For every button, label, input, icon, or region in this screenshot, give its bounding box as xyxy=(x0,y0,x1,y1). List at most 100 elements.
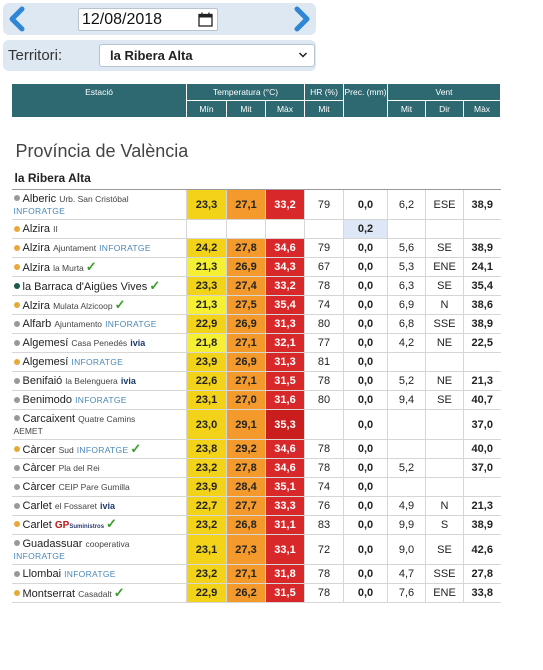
station-name[interactable]: Càrcer xyxy=(22,462,56,474)
table-row[interactable]: Alfarb Ajuntamento INFORATGE 22,9 26,9 31,3… xyxy=(11,314,501,334)
col-estacio: Estació xyxy=(11,83,187,118)
table-row[interactable]: Algemesí Casa Penedés ivia 21,8 27,1 32,1 77… xyxy=(11,333,501,353)
station-name[interactable]: Llombai xyxy=(22,568,62,580)
station-name[interactable]: Carlet xyxy=(22,518,52,531)
station-name[interactable]: Alzira xyxy=(22,223,51,235)
hr-cell xyxy=(304,219,344,239)
station-name[interactable]: Carlet xyxy=(22,500,52,512)
station-cell[interactable]: la Barraca d'Aigües Vives ✓ xyxy=(11,276,187,296)
temp-max-cell: 35,3 xyxy=(265,409,305,440)
temp-min-cell: 21,8 xyxy=(186,333,227,353)
station-cell[interactable]: Carlet GPSuministros ✓ xyxy=(11,515,187,535)
station-cell[interactable]: Llombai INFORATGE xyxy=(11,564,187,584)
table-row[interactable]: Carlet GPSuministros ✓ 23,2 26,8 31,1 83 0,0 9,… xyxy=(11,515,501,535)
station-cell[interactable]: Alzira Ajuntament INFORATGE xyxy=(11,238,187,258)
station-cell[interactable]: Carlet el Fossaret ivia xyxy=(11,496,187,516)
station-name[interactable]: Carcaixent xyxy=(22,412,76,425)
station-name[interactable]: Benifaió xyxy=(22,375,63,387)
station-cell[interactable]: Alzira Mulata Alzicoop ✓ xyxy=(11,295,187,315)
table-row[interactable]: Alzira Ajuntament INFORATGE 24,2 27,8 34,6 7… xyxy=(11,238,501,258)
station-cell[interactable]: Carcaixent Quatre Camins AEMET xyxy=(11,409,187,440)
hr-cell: 79 xyxy=(304,238,344,258)
next-day-button[interactable] xyxy=(288,6,314,32)
station-name[interactable]: Alzira xyxy=(22,299,51,312)
temp-min-cell: 23,2 xyxy=(186,458,227,478)
date-bar: 12/08/2018 xyxy=(3,3,316,35)
table-row[interactable]: Benimodo INFORATGE 23,1 27,0 31,6 80 0,0 9,4 SE… xyxy=(11,390,501,410)
date-input[interactable]: 12/08/2018 xyxy=(78,8,218,31)
station-name[interactable]: Guadassuar xyxy=(22,537,83,550)
previous-day-button[interactable] xyxy=(5,6,31,32)
table-row[interactable]: Guadassuar cooperativa INFORATGE 23,1 27,3… xyxy=(11,534,501,565)
station-cell[interactable]: Càrcer CEIP Pare Gumilla xyxy=(11,477,187,497)
station-cell[interactable]: Algemesí Casa Penedés ivia xyxy=(11,333,187,353)
territory-select[interactable]: la Ribera Alta xyxy=(99,44,315,67)
station-status-dot xyxy=(13,302,20,309)
wind-dir-cell xyxy=(425,219,464,239)
col-hr-mit: Mit xyxy=(304,100,344,118)
prec-cell: 0,2 xyxy=(343,219,388,239)
station-name[interactable]: Alzira xyxy=(22,242,51,254)
wind-dir-cell xyxy=(425,439,464,459)
province-row: Província de València xyxy=(12,130,501,168)
table-row[interactable]: Càrcer CEIP Pare Gumilla 23,9 28,4 35,1 74 0,… xyxy=(11,477,501,497)
station-cell[interactable]: Benifaió la Belenguera ivia xyxy=(11,371,187,391)
table-row[interactable]: Alberic Urb. San Cristóbal INFORATGE 23,3… xyxy=(11,189,501,220)
station-name[interactable]: Càrcer xyxy=(22,481,56,493)
prec-cell: 0,0 xyxy=(343,515,388,535)
header-row-2: Mín Mit Màx Mit Mit Dir Màx xyxy=(12,100,502,118)
table-row[interactable]: Alzira Mulata Alzicoop ✓ 21,3 27,5 35,4 74 0,0… xyxy=(11,295,501,315)
inforatge-logo: INFORATGE xyxy=(71,357,124,367)
wind-mean-cell: 9,4 xyxy=(387,390,426,410)
station-name[interactable]: Alberic xyxy=(22,192,57,205)
station-status-dot xyxy=(13,339,20,346)
station-cell[interactable]: Algemesí INFORATGE xyxy=(11,352,187,372)
station-name[interactable]: Alzira xyxy=(22,261,51,274)
station-name[interactable]: Alfarb xyxy=(22,318,52,330)
table-row[interactable]: Benifaió la Belenguera ivia 22,6 27,1 31,5 7… xyxy=(11,371,501,391)
col-prec: Prec. (mm) xyxy=(343,83,388,118)
station-name[interactable]: la Barraca d'Aigües Vives xyxy=(22,280,148,293)
station-name[interactable]: Algemesí xyxy=(22,337,69,349)
table-row[interactable]: Càrcer Pla del Rei 23,2 27,8 34,6 78 0,0 5,2 37… xyxy=(11,458,501,478)
header-row-1: Estació Temperatura (°C) HR (%) Prec. (m… xyxy=(11,83,502,118)
table-row[interactable]: Alzira la Murta ✓ 21,3 26,9 34,3 67 0,0 5,3 ENE 2… xyxy=(11,257,501,277)
station-cell[interactable]: Alberic Urb. San Cristóbal INFORATGE xyxy=(11,189,187,220)
station-cell[interactable]: Benimodo INFORATGE xyxy=(11,390,187,410)
station-cell[interactable]: Alfarb Ajuntamento INFORATGE xyxy=(11,314,187,334)
station-cell[interactable]: Alzira II xyxy=(11,219,187,239)
spacer-row xyxy=(12,118,501,130)
station-cell[interactable]: Càrcer Sud INFORATGE ✓ xyxy=(11,439,187,459)
station-cell[interactable]: Montserrat Casadalt ✓ xyxy=(11,583,187,603)
hr-cell: 74 xyxy=(304,477,344,497)
station-name[interactable]: Benimodo xyxy=(22,394,73,406)
prec-cell: 0,0 xyxy=(343,564,388,584)
wind-max-cell: 38,9 xyxy=(462,515,501,535)
station-cell[interactable]: Guadassuar cooperativa INFORATGE xyxy=(11,534,187,565)
table-row[interactable]: Montserrat Casadalt ✓ 22,9 26,2 31,5 78 0,0 7,6… xyxy=(11,583,501,603)
wind-mean-cell: 4,7 xyxy=(387,564,426,584)
col-vent-dir: Dir xyxy=(425,100,464,118)
temp-min-cell: 22,6 xyxy=(186,371,227,391)
table-row[interactable]: Càrcer Sud INFORATGE ✓ 23,8 29,2 34,6 78 0,0 40… xyxy=(11,439,501,459)
table-row[interactable]: Carlet el Fossaret ivia 22,7 27,7 33,3 76 0,0… xyxy=(11,496,501,516)
wind-mean-cell xyxy=(387,219,426,239)
table-row[interactable]: Llombai INFORATGE 23,2 27,1 31,8 78 0,0 4,7 SSE… xyxy=(11,564,501,584)
prec-cell: 0,0 xyxy=(343,583,388,603)
wind-mean-cell: 6,2 xyxy=(387,189,426,220)
station-name[interactable]: Algemesí xyxy=(22,356,69,368)
table-row[interactable]: Algemesí INFORATGE 23,9 26,9 31,3 81 0,0 xyxy=(11,352,501,372)
wind-dir-cell: NE xyxy=(425,333,464,353)
table-row[interactable]: la Barraca d'Aigües Vives ✓ 23,3 27,4 33,2 78… xyxy=(11,276,501,296)
station-name[interactable]: Montserrat xyxy=(22,587,76,600)
station-name[interactable]: Càrcer xyxy=(22,443,56,456)
table-row[interactable]: Alzira II 0,2 xyxy=(11,219,501,239)
station-cell[interactable]: Càrcer Pla del Rei xyxy=(11,458,187,478)
wind-max-cell xyxy=(462,219,501,239)
ivia-logo: ivia xyxy=(100,501,116,511)
calendar-icon[interactable] xyxy=(198,12,213,27)
station-cell[interactable]: Alzira la Murta ✓ xyxy=(11,257,187,277)
station-status-dot xyxy=(13,446,20,453)
table-row[interactable]: Carcaixent Quatre Camins AEMET 23,0 29,1 35… xyxy=(11,409,501,440)
temp-mit-cell: 27,8 xyxy=(226,238,266,258)
